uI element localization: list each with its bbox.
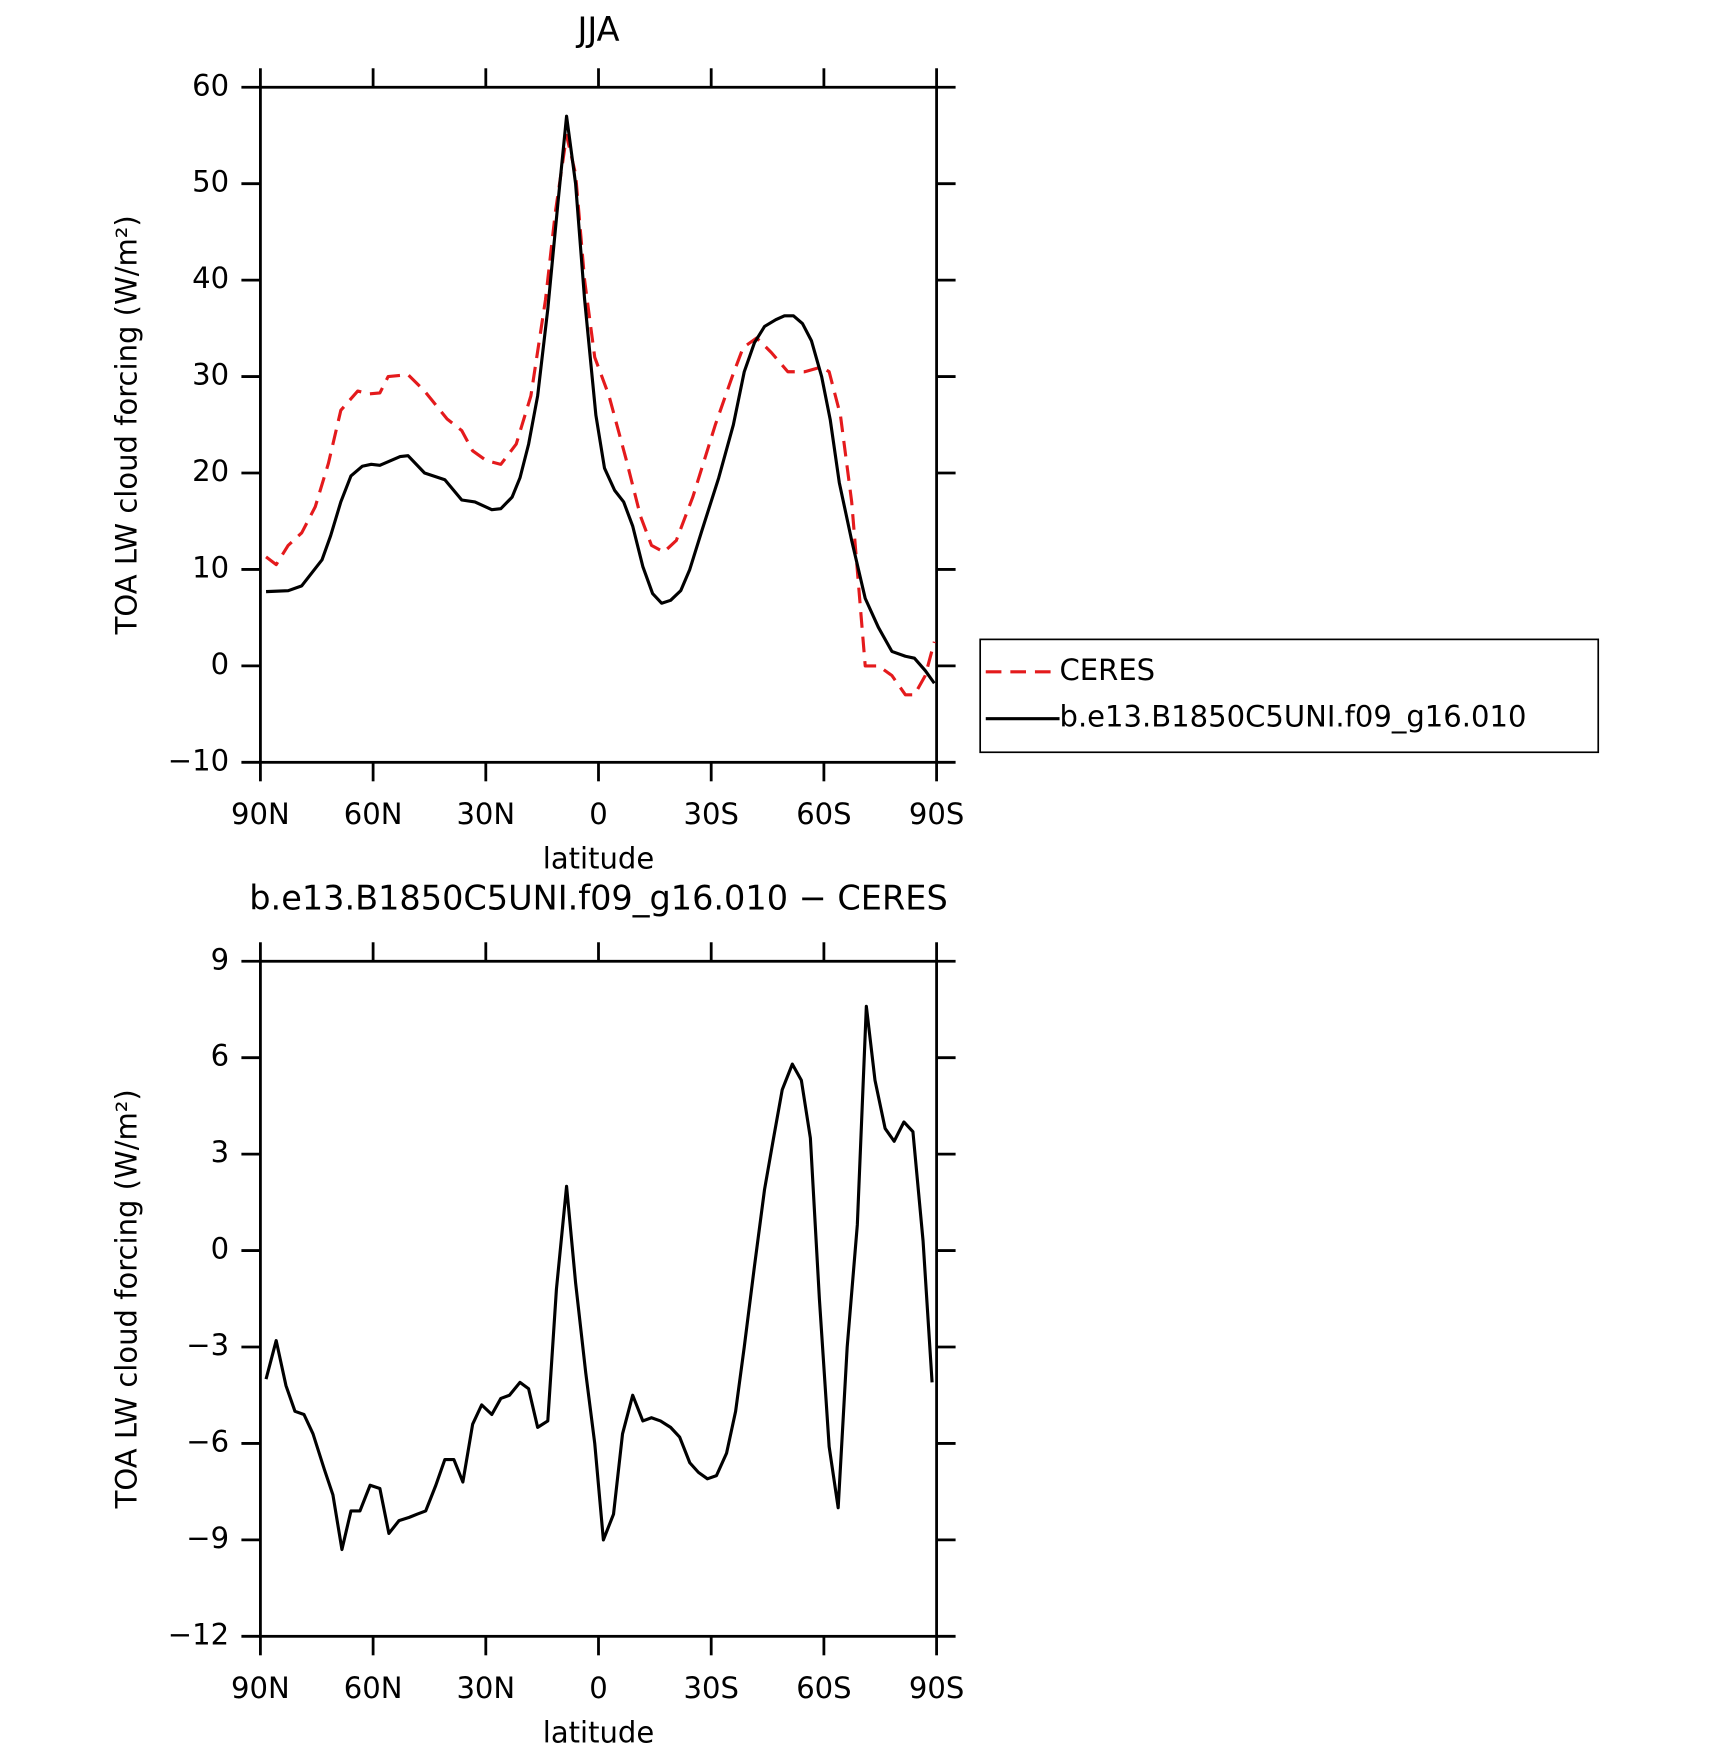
- y-tick-label: 10: [192, 550, 229, 584]
- legend-label: CERES: [1060, 653, 1156, 687]
- y-tick-label: −10: [168, 743, 229, 777]
- data-line: [265, 114, 936, 685]
- x-tick-label: 30N: [456, 1671, 515, 1705]
- x-tick-label: 60N: [344, 1671, 403, 1705]
- x-tick-label: 90N: [231, 797, 290, 831]
- x-tick-label: 30S: [683, 1671, 738, 1705]
- y-tick-label: 3: [211, 1135, 229, 1169]
- legend-box: [979, 638, 1600, 754]
- x-axis-label: latitude: [543, 842, 654, 876]
- y-tick-label: −12: [168, 1617, 229, 1651]
- chart-title: b.e13.B1850C5UNI.f09_g16.010 − CERES: [249, 878, 947, 917]
- y-tick-label: 60: [192, 68, 229, 102]
- legend: CERES b.e13.B1850C5UNI.f09_g16.010: [979, 638, 1600, 754]
- y-tick-label: −9: [186, 1521, 229, 1555]
- plot-frame: [259, 959, 938, 1638]
- x-tick-label: 0: [589, 797, 607, 831]
- x-tick-label: 60S: [796, 797, 851, 831]
- x-tick-label: 90S: [909, 1671, 964, 1705]
- y-tick-label: 20: [192, 454, 229, 488]
- x-axis-label: latitude: [543, 1716, 654, 1750]
- x-tick-label: 90S: [909, 797, 964, 831]
- x-tick-label: 30N: [456, 797, 515, 831]
- chart-title: JJA: [575, 10, 619, 49]
- y-tick-label: 9: [211, 942, 229, 976]
- y-tick-label: 0: [211, 1232, 229, 1266]
- data-line: [265, 133, 936, 697]
- x-tick-label: 0: [589, 1671, 607, 1705]
- y-tick-label: 0: [211, 647, 229, 681]
- x-tick-label: 60S: [796, 1671, 851, 1705]
- y-tick-label: 50: [192, 165, 229, 199]
- legend-label: b.e13.B1850C5UNI.f09_g16.010: [1060, 700, 1527, 734]
- y-tick-label: 30: [192, 358, 229, 392]
- x-tick-label: 60N: [344, 797, 403, 831]
- x-tick-label: 90N: [231, 1671, 290, 1705]
- y-tick-label: −6: [186, 1424, 229, 1458]
- y-tick-label: 6: [211, 1039, 229, 1073]
- data-line: [264, 1004, 934, 1552]
- x-tick-label: 30S: [683, 797, 738, 831]
- y-axis-label: TOA LW cloud forcing (W/m²): [110, 1089, 144, 1509]
- y-tick-label: −3: [186, 1328, 229, 1362]
- y-tick-label: 40: [192, 261, 229, 295]
- y-axis-label: TOA LW cloud forcing (W/m²): [110, 215, 144, 635]
